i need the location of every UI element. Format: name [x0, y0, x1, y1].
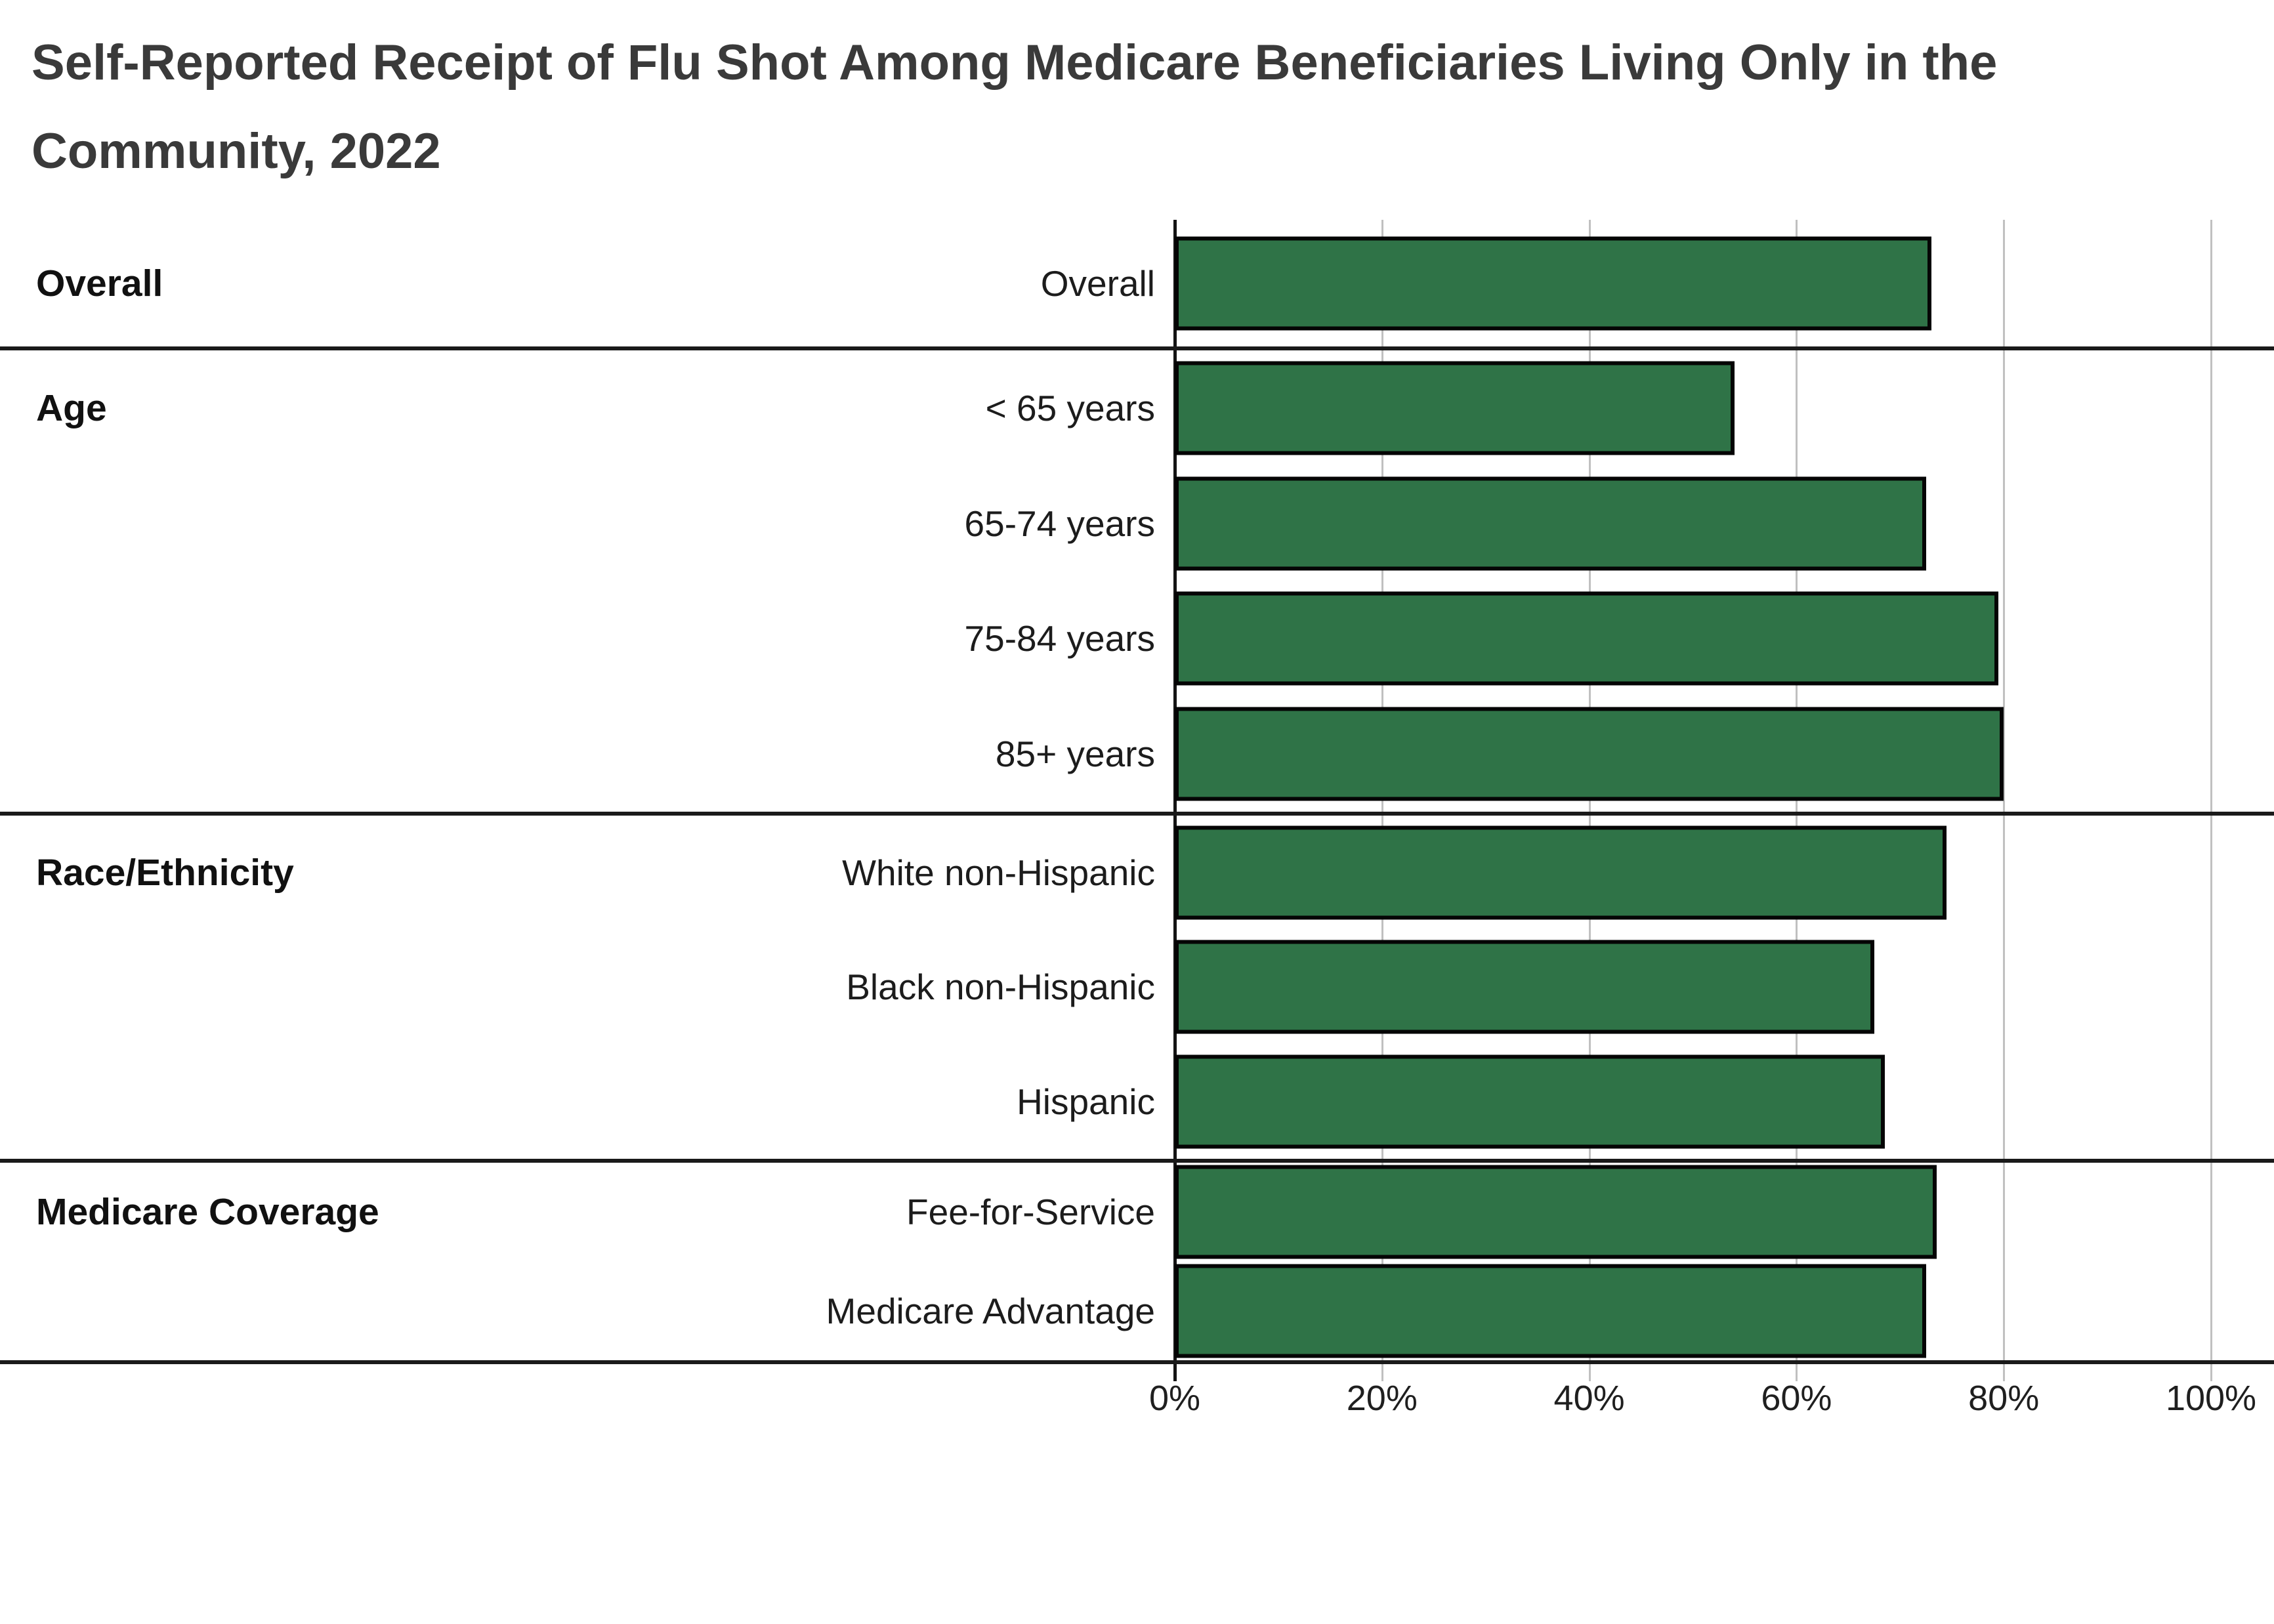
x-tick-100: 100% [2165, 1379, 2257, 1418]
section-age: Age < 65 years 65-74 years 75-84 years 8… [0, 350, 2274, 816]
chart-title: Self-Reported Receipt of Flu Shot Among … [32, 35, 1998, 179]
bar-hispanic [1175, 1054, 1885, 1149]
group-label-overall: Overall [36, 262, 163, 304]
bar-row-65-74: 65-74 years [0, 466, 2274, 581]
x-axis-labels: 0% 20% 40% 60% 80% 100% [1149, 1378, 2256, 1424]
bar-white-non-hispanic [1175, 825, 1947, 920]
row-label-under-65: < 65 years [985, 387, 1155, 428]
gridline-100 [2210, 220, 2212, 1381]
row-label-fee-for-service: Fee-for-Service [906, 1192, 1155, 1233]
row-label-medicare-advantage: Medicare Advantage [826, 1290, 1155, 1331]
bar-65-74 [1175, 476, 1926, 571]
x-tick-0: 0% [1148, 1379, 1201, 1418]
chart-body: Overall Overall Age < 65 years 65-74 yea… [0, 220, 2274, 1364]
row-label-hispanic: Hispanic [1017, 1081, 1155, 1122]
bar-overall [1175, 236, 1931, 330]
bar-under-65 [1175, 361, 1735, 455]
x-tick-40: 40% [1553, 1379, 1625, 1418]
bar-row-hispanic: Hispanic [0, 1045, 2274, 1159]
group-label-medicare-coverage: Medicare Coverage [36, 1191, 379, 1234]
group-label-age: Age [36, 386, 107, 429]
bar-85-plus [1175, 707, 2004, 801]
x-tick-80: 80% [1968, 1379, 2040, 1418]
section-overall: Overall Overall [0, 220, 2274, 350]
bar-row-medicare-advantage: Medicare Advantage [0, 1262, 2274, 1361]
bar-row-black-non-hispanic: Black non-Hispanic [0, 930, 2274, 1044]
bar-row-overall: Overall Overall [0, 220, 2274, 346]
gridline-80 [2003, 220, 2006, 1381]
bar-row-85-plus: 85+ years [0, 696, 2274, 812]
bar-fee-for-service [1175, 1165, 1937, 1259]
row-label-65-74: 65-74 years [964, 503, 1155, 544]
bar-row-fee-for-service: Medicare Coverage Fee-for-Service [0, 1163, 2274, 1262]
bar-row-75-84: 75-84 years [0, 581, 2274, 697]
bar-row-white-non-hispanic: Race/Ethnicity White non-Hispanic [0, 816, 2274, 930]
x-tick-60: 60% [1761, 1379, 1832, 1418]
row-label-white-non-hispanic: White non-Hispanic [842, 852, 1155, 894]
bar-black-non-hispanic [1175, 940, 1874, 1034]
section-medicare-coverage: Medicare Coverage Fee-for-Service Medica… [0, 1163, 2274, 1364]
x-tick-20: 20% [1346, 1379, 1418, 1418]
row-label-85-plus: 85+ years [995, 734, 1155, 775]
bar-row-under-65: Age < 65 years [0, 350, 2274, 466]
row-label-overall: Overall [1040, 262, 1155, 304]
section-race-ethnicity: Race/Ethnicity White non-Hispanic Black … [0, 816, 2274, 1163]
row-label-black-non-hispanic: Black non-Hispanic [846, 967, 1155, 1008]
bar-75-84 [1175, 591, 1999, 686]
group-label-race-ethnicity: Race/Ethnicity [36, 852, 294, 894]
row-label-75-84: 75-84 years [964, 618, 1155, 659]
bar-medicare-advantage [1175, 1264, 1926, 1358]
